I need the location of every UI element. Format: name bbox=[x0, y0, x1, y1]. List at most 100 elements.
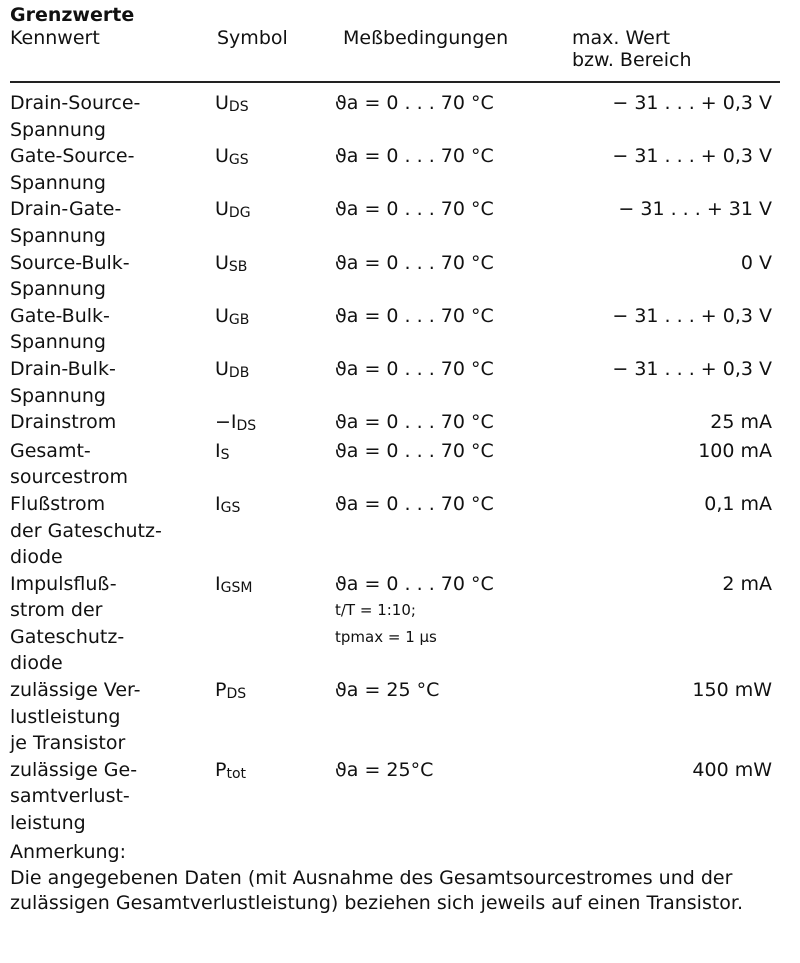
kennwert-line: Drainstrom bbox=[10, 411, 117, 434]
conditions: ϑa = 0 . . . 70 °C bbox=[335, 196, 575, 249]
kennwert: Source-Bulk- Spannung bbox=[10, 250, 215, 303]
table-row: Drainstrom −IDS ϑa = 0 . . . 70 °C 25 mA bbox=[10, 409, 780, 438]
table-row: Drain-Gate- Spannung UDG ϑa = 0 . . . 70 °C… bbox=[10, 196, 780, 249]
symbol-main: I bbox=[215, 439, 221, 462]
kennwert-line: Source-Bulk- bbox=[10, 251, 130, 274]
condition-line: ϑa = 0 . . . 70 °C bbox=[335, 357, 494, 380]
kennwert-line: sourcestrom bbox=[10, 466, 128, 489]
symbol-main: −I bbox=[215, 411, 237, 434]
kennwert-line: leistung bbox=[10, 812, 86, 835]
symbol: UDG bbox=[215, 196, 335, 249]
condition-line: ϑa = 0 . . . 70 °C bbox=[335, 492, 494, 515]
symbol-sub: DB bbox=[228, 364, 250, 381]
symbol-sub: S bbox=[220, 446, 230, 463]
kennwert: Gate-Source- Spannung bbox=[10, 143, 215, 196]
symbol: USB bbox=[215, 250, 335, 303]
symbol-main: U bbox=[215, 198, 229, 221]
kennwert-line: strom der bbox=[10, 599, 103, 622]
kennwert-line: samtverlust- bbox=[10, 785, 130, 808]
symbol: UGB bbox=[215, 303, 335, 356]
conditions: ϑa = 25 °C bbox=[335, 677, 575, 757]
table-row: Flußstrom der Gateschutz-diode IGS ϑa = 0 .… bbox=[10, 491, 780, 571]
table-row: Drain-Source- Spannung UDS ϑa = 0 . . . 70 … bbox=[10, 90, 780, 143]
kennwert-line: der Gateschutz- bbox=[10, 519, 162, 542]
kennwert-line: Drain-Source- bbox=[10, 92, 141, 114]
conditions: ϑa = 0 . . . 70 °C t/T = 1:10; tpmax = 1 µ… bbox=[335, 571, 575, 677]
max-value: 400 mW bbox=[692, 758, 772, 781]
kennwert-line: je Transistor bbox=[10, 732, 126, 755]
kennwert: Gate-Bulk- Spannung bbox=[10, 303, 215, 356]
kennwert: zulässige Ge-samtverlust-leistung bbox=[10, 757, 215, 837]
conditions: ϑa = 0 . . . 70 °C bbox=[335, 143, 575, 196]
symbol-sub: SB bbox=[228, 258, 248, 275]
symbol-main: U bbox=[215, 92, 229, 114]
limits-table: Drain-Source- Spannung UDS ϑa = 0 . . . 70 … bbox=[10, 90, 780, 837]
symbol-main: U bbox=[215, 357, 229, 380]
symbol: Ptot bbox=[215, 757, 335, 837]
symbol-sub: DS bbox=[236, 418, 257, 435]
symbol-main: U bbox=[215, 304, 229, 327]
symbol: IGS bbox=[215, 491, 335, 571]
kennwert: Drainstrom bbox=[10, 409, 215, 438]
conditions: ϑa = 0 . . . 70 °C bbox=[335, 438, 575, 491]
conditions: ϑa = 0 . . . 70 °C bbox=[335, 491, 575, 571]
table-row: zulässige Ver-lustleistung je Transistor P… bbox=[10, 677, 780, 757]
kennwert: Drain-Gate- Spannung bbox=[10, 196, 215, 249]
kennwert-line: lustleistung bbox=[10, 705, 121, 728]
max-value: 100 mA bbox=[698, 439, 772, 462]
header-wert-line2: bzw. Bereich bbox=[572, 49, 692, 71]
symbol-sub: GB bbox=[228, 311, 250, 328]
symbol-sub: GS bbox=[228, 152, 249, 169]
symbol: UGS bbox=[215, 143, 335, 196]
kennwert: zulässige Ver-lustleistung je Transistor bbox=[10, 677, 215, 757]
kennwert: Flußstrom der Gateschutz-diode bbox=[10, 491, 215, 571]
max-value: 0,1 mA bbox=[704, 492, 772, 515]
condition-line: ϑa = 0 . . . 70 °C bbox=[335, 145, 494, 168]
max-value: − 31 . . . + 0,3 V bbox=[612, 92, 772, 114]
table-row: zulässige Ge-samtverlust-leistung Ptot ϑa … bbox=[10, 757, 780, 837]
table-row: Gate-Source- Spannung UGS ϑa = 0 . . . 70 °… bbox=[10, 143, 780, 196]
conditions: ϑa = 0 . . . 70 °C bbox=[335, 409, 575, 438]
condition-line: ϑa = 0 . . . 70 °C bbox=[335, 439, 494, 462]
header-rule bbox=[10, 81, 780, 83]
conditions: ϑa = 25°C bbox=[335, 757, 575, 837]
section-title: Grenzwerte bbox=[10, 4, 135, 26]
condition-line: ϑa = 0 . . . 70 °C bbox=[335, 198, 494, 221]
max-value: 0 V bbox=[740, 251, 772, 274]
condition-line: ϑa = 25 °C bbox=[335, 679, 440, 702]
condition-line: t/T = 1:10; bbox=[335, 601, 416, 620]
symbol: IGSM bbox=[215, 571, 335, 677]
table-row: Gesamt-sourcestrom IS ϑa = 0 . . . 70 °C 10… bbox=[10, 438, 780, 491]
table-row: Source-Bulk- Spannung USB ϑa = 0 . . . 70 °… bbox=[10, 250, 780, 303]
condition-line: tpmax = 1 µs bbox=[335, 627, 437, 646]
symbol-main: U bbox=[215, 251, 229, 274]
table-row: Drain-Bulk- Spannung UDB ϑa = 0 . . . 70 °C… bbox=[10, 356, 780, 409]
max-value: 150 mW bbox=[692, 679, 772, 702]
symbol-sub: DG bbox=[228, 205, 251, 222]
header-bedingungen: Meßbedingungen bbox=[343, 27, 509, 49]
max-value: − 31 . . . + 0,3 V bbox=[612, 357, 772, 380]
kennwert-line: Gate-Bulk- bbox=[10, 304, 110, 327]
conditions: ϑa = 0 . . . 70 °C bbox=[335, 356, 575, 409]
kennwert-line: diode bbox=[10, 652, 63, 675]
kennwert: Gesamt-sourcestrom bbox=[10, 438, 215, 491]
kennwert-line: Spannung bbox=[10, 118, 106, 141]
header-wert-line1: max. Wert bbox=[572, 27, 671, 49]
condition-line: ϑa = 0 . . . 70 °C bbox=[335, 251, 494, 274]
kennwert: Impulsfluß-strom der Gateschutz-diode bbox=[10, 571, 215, 677]
condition-line: ϑa = 0 . . . 70 °C bbox=[335, 572, 494, 595]
symbol-main: P bbox=[215, 679, 227, 702]
symbol-main: P bbox=[215, 758, 227, 781]
conditions: ϑa = 0 . . . 70 °C bbox=[335, 90, 575, 143]
symbol: UDS bbox=[215, 90, 335, 143]
symbol-sub: tot bbox=[226, 765, 247, 782]
kennwert-line: Gate-Source- bbox=[10, 145, 135, 168]
kennwert-line: Spannung bbox=[10, 171, 106, 194]
max-value: 25 mA bbox=[710, 411, 772, 434]
kennwert-line: Spannung bbox=[10, 331, 106, 354]
kennwert-line: zulässige Ver- bbox=[10, 679, 141, 702]
header-symbol: Symbol bbox=[217, 27, 288, 49]
symbol: IS bbox=[215, 438, 335, 491]
kennwert-line: diode bbox=[10, 546, 63, 569]
